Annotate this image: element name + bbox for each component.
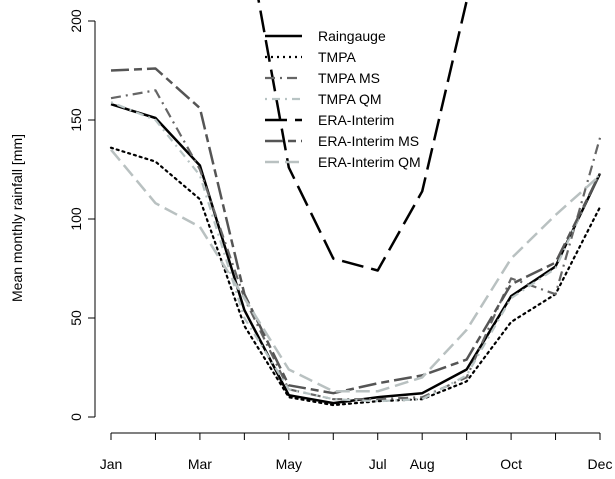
x-tick-label: Jul [369,456,387,472]
series-line-era-interim [257,0,468,272]
y-axis-title: Mean monthly rainfall [mm] [9,134,25,302]
axes: 0 50 100 150 200 Jan Mar May Jul Aug Oct Dec [68,9,613,472]
x-tick-label: Aug [410,456,435,472]
legend-label-era-interim-qm: ERA-Interim QM [318,154,421,170]
legend-label-era-interim: ERA-Interim [318,112,394,128]
y-tick-label: 150 [68,108,84,132]
series-line-era-interim-qm [110,148,601,393]
legend: Raingauge TMPA TMPA MS TMPA QM ERA-Interim ER… [265,28,421,170]
legend-label-tmpa-qm: TMPA QM [318,91,382,107]
series-line-era-interim-ms [110,67,602,395]
x-tick-label: Mar [188,456,212,472]
x-tick-label: Jan [100,456,123,472]
y-tick-label: 0 [68,413,84,421]
x-tick-label: May [276,456,302,472]
y-tick-label: 50 [68,310,84,326]
y-tick-label: 100 [68,207,84,231]
series-line-raingauge [110,103,602,405]
y-tick-label: 200 [68,9,84,33]
legend-label-tmpa-ms: TMPA MS [318,70,380,86]
legend-label-tmpa: TMPA [318,49,357,65]
legend-label-era-interim-ms: ERA-Interim MS [318,133,419,149]
series-lines [109,0,602,407]
series-line-tmpa [109,146,602,407]
x-tick-label: Dec [588,456,613,472]
legend-label-raingauge: Raingauge [318,28,386,44]
x-tick-label: Oct [500,456,522,472]
series-line-tmpa-qm [110,101,601,403]
